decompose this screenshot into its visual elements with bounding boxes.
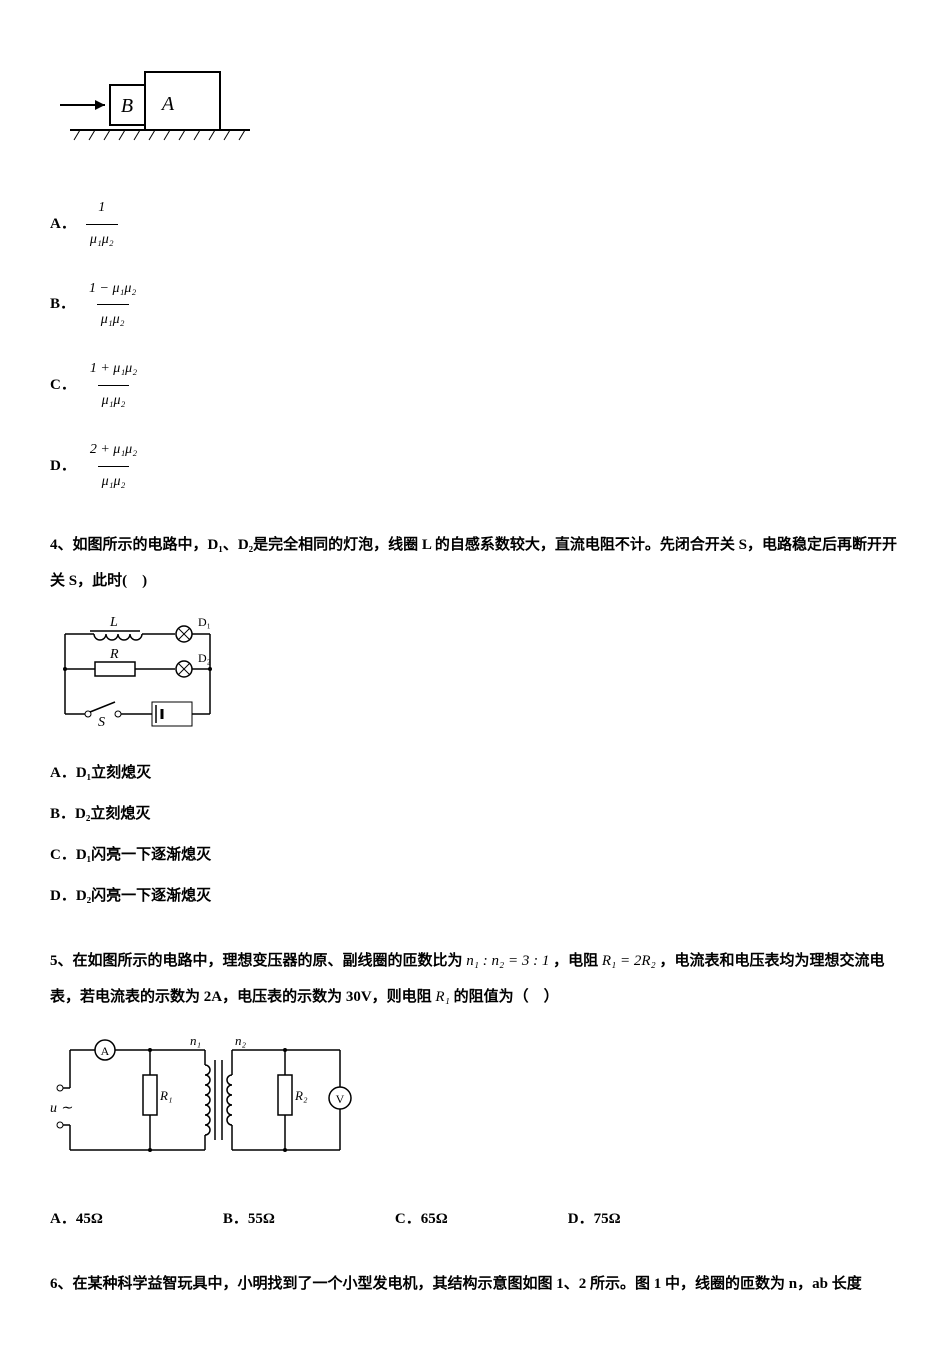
svg-text:R₁: R₁ (159, 1088, 172, 1103)
q3-option-d-fraction: 2 + μ₁μ₂ μ₁μ₂ (86, 435, 141, 498)
q5-answer-c: C．65Ω (395, 1203, 448, 1236)
q5-text: 5、在如图所示的电路中，理想变压器的原、副线圈的匝数比为 n₁ : n₂ = 3… (50, 953, 885, 1005)
q3-option-b-label: B． (50, 288, 75, 321)
svg-text:S: S (98, 715, 105, 729)
q3-option-c-label: C． (50, 369, 76, 402)
q3-option-d: D． 2 + μ₁μ₂ μ₁μ₂ (50, 435, 900, 498)
q5-relation: R₁ = 2R₂ (602, 953, 656, 969)
q4: 4、如图所示的电路中，D₁、D₂是完全相同的灯泡，线圈 L 的自感系数较大，直流… (50, 527, 900, 599)
svg-text:A: A (160, 93, 175, 115)
svg-text:A: A (101, 1044, 110, 1058)
svg-text:V: V (336, 1092, 345, 1106)
q3-option-b-fraction: 1 − μ₁μ₂ μ₁μ₂ (85, 274, 140, 337)
q5-answer-b: B．55Ω (223, 1203, 275, 1236)
q3-option-c-fraction: 1 + μ₁μ₂ μ₁μ₂ (86, 354, 141, 417)
q5-answer-d: D．75Ω (568, 1203, 621, 1236)
q3-block-diagram: B A (50, 60, 900, 173)
q6: 6、在某种科学益智玩具中，小明找到了一个小型发电机，其结构示意图如图 1、2 所… (50, 1266, 900, 1302)
q4-text: 4、如图所示的电路中，D₁、D₂是完全相同的灯泡，线圈 L 的自感系数较大，直流… (50, 537, 897, 589)
q4-choices: A．D₁立刻熄灭 B．D₂立刻熄灭 C．D₁闪亮一下逐渐熄灭 D．D₂闪亮一下逐… (50, 757, 900, 913)
svg-text:R: R (109, 647, 119, 662)
svg-text:u ∼: u ∼ (50, 1101, 73, 1116)
q3-option-b: B． 1 − μ₁μ₂ μ₁μ₂ (50, 274, 900, 337)
q6-text: 6、在某种科学益智玩具中，小明找到了一个小型发电机，其结构示意图如图 1、2 所… (50, 1276, 862, 1292)
q4-choice-d: D．D₂闪亮一下逐渐熄灭 (50, 880, 900, 913)
q3-option-a: A． 1 μ₁μ₂ (50, 193, 900, 256)
q5: 5、在如图所示的电路中，理想变压器的原、副线圈的匝数比为 n₁ : n₂ = 3… (50, 943, 900, 1015)
svg-text:D₁: D₁ (198, 615, 211, 629)
svg-text:n₂: n₂ (235, 1033, 247, 1048)
svg-text:D₂: D₂ (198, 651, 211, 665)
block-diagram-svg: B A (50, 60, 260, 160)
q3-option-a-fraction: 1 μ₁μ₂ (86, 193, 118, 256)
q4-choice-a: A．D₁立刻熄灭 (50, 757, 900, 790)
svg-text:L: L (109, 615, 118, 630)
q5-answers: A．45Ω B．55Ω C．65Ω D．75Ω (50, 1203, 900, 1236)
q4-choice-b: B．D₂立刻熄灭 (50, 798, 900, 831)
q4-circuit-svg: L D₁ R D₂ S (50, 614, 230, 729)
q5-ratio: n₁ : n₂ = 3 : 1 (466, 953, 549, 969)
q5-circuit-diagram: u ∼ A R₁ n₁ n₂ R₂ (50, 1030, 900, 1188)
q3-option-d-label: D． (50, 450, 76, 483)
svg-text:n₁: n₁ (190, 1033, 201, 1048)
q4-choice-c: C．D₁闪亮一下逐渐熄灭 (50, 839, 900, 872)
svg-text:B: B (121, 95, 133, 117)
q4-circuit-diagram: L D₁ R D₂ S (50, 614, 900, 742)
q5-answer-a: A．45Ω (50, 1203, 103, 1236)
q5-r1: R₁ (435, 989, 449, 1005)
q5-circuit-svg: u ∼ A R₁ n₁ n₂ R₂ (50, 1030, 370, 1175)
q3-option-a-label: A． (50, 208, 76, 241)
svg-text:R₂: R₂ (294, 1088, 308, 1103)
q3-option-c: C． 1 + μ₁μ₂ μ₁μ₂ (50, 354, 900, 417)
